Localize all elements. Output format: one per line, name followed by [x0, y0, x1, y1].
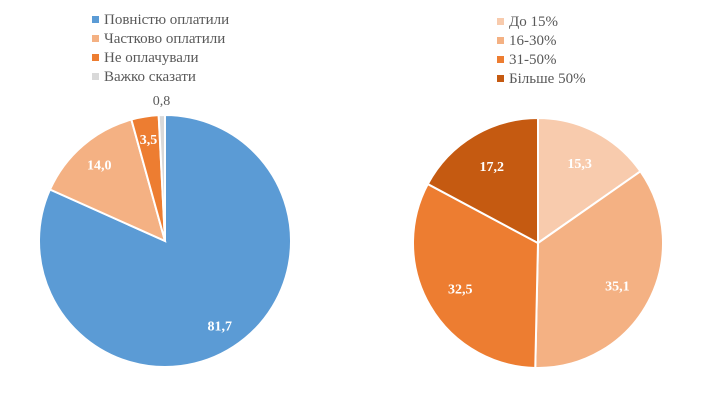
- pie1-legend-label-3: Важко сказати: [104, 69, 196, 85]
- pie2-data-label-0: 15,3: [567, 157, 592, 172]
- pie1-data-label-0: 81,7: [208, 320, 233, 335]
- pie1-data-label-3: 0,8: [153, 94, 171, 109]
- pie1-legend-label-2: Не оплачували: [104, 50, 199, 66]
- pie2-slice-1: [534, 169, 664, 369]
- pie1-legend-label-0: Повністю оплатили: [104, 12, 229, 28]
- pie2-slice-0: [537, 116, 642, 245]
- pie2-legend-marker-3: [497, 75, 504, 82]
- pie2-data-label-1: 35,1: [605, 279, 630, 294]
- pie2-slice-3: [426, 116, 539, 245]
- pie1-legend-label-1: Частково оплатили: [104, 31, 225, 47]
- pie2-legend-marker-1: [497, 37, 504, 44]
- pie1-legend-marker-2: [92, 54, 99, 61]
- pie2-slice-2: [412, 182, 540, 369]
- pie2-legend-marker-0: [497, 18, 504, 25]
- pie2-legend-label-1: 16-30%: [509, 33, 557, 49]
- pie2-legend-label-3: Більше 50%: [509, 71, 586, 87]
- pie2-legend-marker-2: [497, 56, 504, 63]
- pie1-legend-marker-0: [92, 16, 99, 23]
- pie1-legend-marker-3: [92, 73, 99, 80]
- pie2-legend-label-2: 31-50%: [509, 52, 557, 68]
- pie1-data-label-1: 14,0: [87, 159, 112, 174]
- pie2-data-label-2: 32,5: [448, 282, 473, 297]
- pie1-legend-marker-1: [92, 35, 99, 42]
- pie1-slice-3: [157, 113, 166, 242]
- pie2-data-label-3: 17,2: [479, 160, 504, 175]
- pie1-data-label-2: 3,5: [140, 133, 158, 148]
- pie2-legend-label-0: До 15%: [509, 14, 558, 30]
- pie1-slice-1: [48, 118, 167, 243]
